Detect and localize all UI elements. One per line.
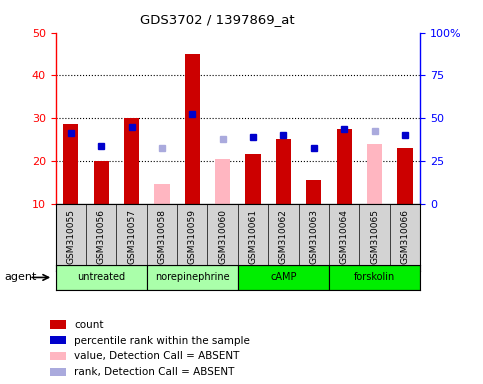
Text: untreated: untreated — [77, 272, 125, 283]
Bar — [56, 265, 147, 290]
Text: GSM310065: GSM310065 — [370, 209, 379, 264]
Bar — [50, 320, 67, 329]
Bar — [124, 118, 139, 204]
Text: GSM310058: GSM310058 — [157, 209, 167, 264]
Text: GSM310059: GSM310059 — [188, 209, 197, 264]
Bar — [185, 54, 200, 204]
Bar — [329, 265, 420, 290]
Bar — [215, 159, 230, 204]
Bar — [63, 124, 78, 204]
Text: cAMP: cAMP — [270, 272, 297, 283]
Text: agent: agent — [5, 272, 37, 283]
Text: percentile rank within the sample: percentile rank within the sample — [74, 336, 250, 346]
Bar — [337, 129, 352, 204]
Bar — [94, 161, 109, 204]
Text: rank, Detection Call = ABSENT: rank, Detection Call = ABSENT — [74, 367, 234, 377]
Text: forskolin: forskolin — [354, 272, 395, 283]
Text: GSM310061: GSM310061 — [249, 209, 257, 264]
Text: GSM310060: GSM310060 — [218, 209, 227, 264]
Text: GSM310063: GSM310063 — [309, 209, 318, 264]
Text: count: count — [74, 320, 103, 330]
Text: GDS3702 / 1397869_at: GDS3702 / 1397869_at — [140, 13, 295, 26]
Bar — [50, 352, 67, 360]
Bar — [276, 139, 291, 204]
Bar — [147, 265, 238, 290]
Text: GSM310066: GSM310066 — [400, 209, 410, 264]
Text: GSM310055: GSM310055 — [66, 209, 75, 264]
Bar — [398, 148, 412, 204]
Text: GSM310062: GSM310062 — [279, 209, 288, 264]
Text: norepinephrine: norepinephrine — [155, 272, 229, 283]
Bar — [245, 154, 261, 204]
Text: GSM310064: GSM310064 — [340, 209, 349, 264]
Bar — [367, 144, 382, 204]
Text: GSM310056: GSM310056 — [97, 209, 106, 264]
Bar — [154, 184, 170, 204]
Bar — [306, 180, 322, 204]
Bar — [50, 368, 67, 376]
Text: value, Detection Call = ABSENT: value, Detection Call = ABSENT — [74, 351, 240, 361]
Bar — [238, 265, 329, 290]
Text: GSM310057: GSM310057 — [127, 209, 136, 264]
Bar — [50, 336, 67, 344]
